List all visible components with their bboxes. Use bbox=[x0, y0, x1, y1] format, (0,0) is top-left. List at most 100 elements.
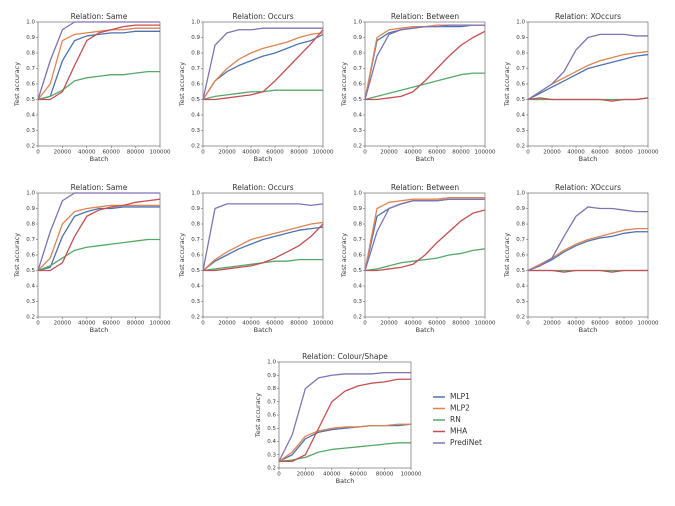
y-axis-label: Test accuracy bbox=[340, 233, 348, 278]
y-tick-label: 0.9 bbox=[516, 35, 525, 41]
y-tick-label: 0.8 bbox=[516, 222, 525, 228]
x-axis-label: Batch bbox=[254, 155, 273, 163]
y-tick-label: 0.5 bbox=[191, 97, 200, 103]
x-tick-label: 20000 bbox=[54, 150, 72, 156]
y-tick-label: 0.6 bbox=[191, 82, 200, 88]
y-tick-label: 0.2 bbox=[26, 144, 35, 150]
series-line bbox=[365, 209, 486, 272]
y-tick-label: 0.3 bbox=[191, 128, 200, 134]
x-tick-label: 40000 bbox=[567, 150, 585, 156]
y-tick-label: 1.0 bbox=[267, 360, 276, 366]
series-line bbox=[37, 206, 160, 272]
x-tick-label: 60000 bbox=[266, 150, 284, 156]
x-tick-label: 60000 bbox=[349, 472, 367, 478]
legend-label: MHA bbox=[450, 427, 468, 436]
x-tick-label: 0 bbox=[36, 150, 40, 156]
y-tick-label: 0.4 bbox=[353, 113, 362, 119]
y-tick-label: 0.9 bbox=[353, 206, 362, 212]
y-tick-label: 1.0 bbox=[353, 191, 362, 197]
x-axis-label: Batch bbox=[90, 155, 109, 163]
x-tick-label: 100000 bbox=[401, 472, 422, 478]
y-tick-label: 0.7 bbox=[267, 399, 276, 405]
y-tick-label: 0.6 bbox=[267, 413, 276, 419]
y-tick-label: 0.9 bbox=[516, 206, 525, 212]
x-tick-label: 0 bbox=[201, 150, 205, 156]
series-line bbox=[202, 27, 323, 100]
y-tick-label: 0.3 bbox=[267, 452, 276, 458]
y-tick-label: 0.9 bbox=[353, 35, 362, 41]
series-line bbox=[364, 198, 485, 271]
y-tick-label: 0.7 bbox=[516, 237, 525, 243]
y-tick-label: 0.7 bbox=[191, 237, 200, 243]
series-line bbox=[279, 378, 411, 463]
x-tick-label: 40000 bbox=[323, 472, 341, 478]
y-tick-label: 0.7 bbox=[353, 237, 362, 243]
x-tick-label: 100000 bbox=[638, 321, 659, 327]
x-tick-label: 0 bbox=[277, 472, 281, 478]
y-tick-label: 0.7 bbox=[26, 66, 35, 72]
y-tick-label: 0.6 bbox=[26, 82, 35, 88]
x-tick-label: 0 bbox=[526, 150, 530, 156]
y-axis-label: Test accuracy bbox=[178, 233, 186, 278]
x-tick-label: 0 bbox=[526, 321, 530, 327]
x-axis-label: Batch bbox=[336, 477, 355, 485]
series-line bbox=[202, 32, 324, 100]
series-line bbox=[38, 24, 160, 101]
series-line bbox=[203, 29, 324, 101]
y-tick-label: 0.5 bbox=[516, 268, 525, 274]
y-tick-label: 0.8 bbox=[191, 222, 200, 228]
x-tick-label: 40000 bbox=[567, 321, 585, 327]
series-line bbox=[37, 27, 160, 100]
y-axis-label: Test accuracy bbox=[340, 62, 348, 107]
x-tick-label: 100000 bbox=[313, 150, 334, 156]
y-tick-label: 0.6 bbox=[191, 253, 200, 259]
y-tick-label: 0.5 bbox=[26, 97, 35, 103]
series-line bbox=[202, 221, 324, 271]
y-tick-label: 0.8 bbox=[516, 51, 525, 57]
y-axis-label: Test accuracy bbox=[178, 62, 186, 107]
x-tick-label: 80000 bbox=[290, 321, 308, 327]
y-tick-label: 0.2 bbox=[516, 315, 525, 321]
x-tick-label: 20000 bbox=[218, 150, 236, 156]
series-line bbox=[364, 197, 485, 271]
y-tick-label: 0.9 bbox=[191, 35, 200, 41]
plot-area bbox=[527, 192, 649, 318]
x-tick-label: 80000 bbox=[127, 150, 145, 156]
y-tick-label: 0.4 bbox=[516, 284, 525, 290]
series-line bbox=[278, 423, 411, 462]
plot-area bbox=[527, 21, 649, 147]
y-tick-label: 0.3 bbox=[26, 299, 35, 305]
plot-area bbox=[37, 21, 161, 147]
y-tick-label: 0.4 bbox=[516, 113, 525, 119]
y-tick-label: 0.8 bbox=[353, 222, 362, 228]
y-tick-label: 1.0 bbox=[353, 20, 362, 26]
x-tick-label: 40000 bbox=[242, 321, 260, 327]
y-tick-label: 0.6 bbox=[353, 82, 362, 88]
x-tick-label: 80000 bbox=[376, 472, 394, 478]
y-tick-label: 1.0 bbox=[516, 20, 525, 26]
panel: 0.2 0.3 0.4 0.5 0.6 0.7 0.8 0.9 1.0 0 20000 40000 60… bbox=[503, 183, 659, 334]
x-tick-label: 80000 bbox=[290, 150, 308, 156]
plot-area bbox=[37, 192, 161, 318]
y-axis-label: Test accuracy bbox=[503, 233, 511, 278]
x-tick-label: 40000 bbox=[242, 150, 260, 156]
y-tick-label: 1.0 bbox=[26, 191, 35, 197]
y-tick-label: 0.5 bbox=[353, 97, 362, 103]
y-tick-label: 0.3 bbox=[353, 128, 362, 134]
x-tick-label: 100000 bbox=[475, 150, 496, 156]
x-tick-label: 20000 bbox=[218, 321, 236, 327]
y-tick-label: 0.6 bbox=[516, 253, 525, 259]
y-tick-label: 0.4 bbox=[353, 284, 362, 290]
y-tick-label: 0.4 bbox=[26, 113, 35, 119]
x-axis-label: Batch bbox=[416, 326, 435, 334]
x-tick-label: 0 bbox=[363, 150, 367, 156]
y-tick-label: 0.6 bbox=[26, 253, 35, 259]
y-tick-label: 0.7 bbox=[353, 66, 362, 72]
x-tick-label: 20000 bbox=[543, 150, 561, 156]
x-axis-label: Batch bbox=[416, 155, 435, 163]
y-tick-label: 0.8 bbox=[26, 51, 35, 57]
x-tick-label: 100000 bbox=[150, 150, 171, 156]
series-line bbox=[203, 223, 324, 272]
x-tick-label: 20000 bbox=[54, 321, 72, 327]
panel: 0.2 0.3 0.4 0.5 0.6 0.7 0.8 0.9 1.0 0 20000 40000 60… bbox=[254, 352, 482, 485]
